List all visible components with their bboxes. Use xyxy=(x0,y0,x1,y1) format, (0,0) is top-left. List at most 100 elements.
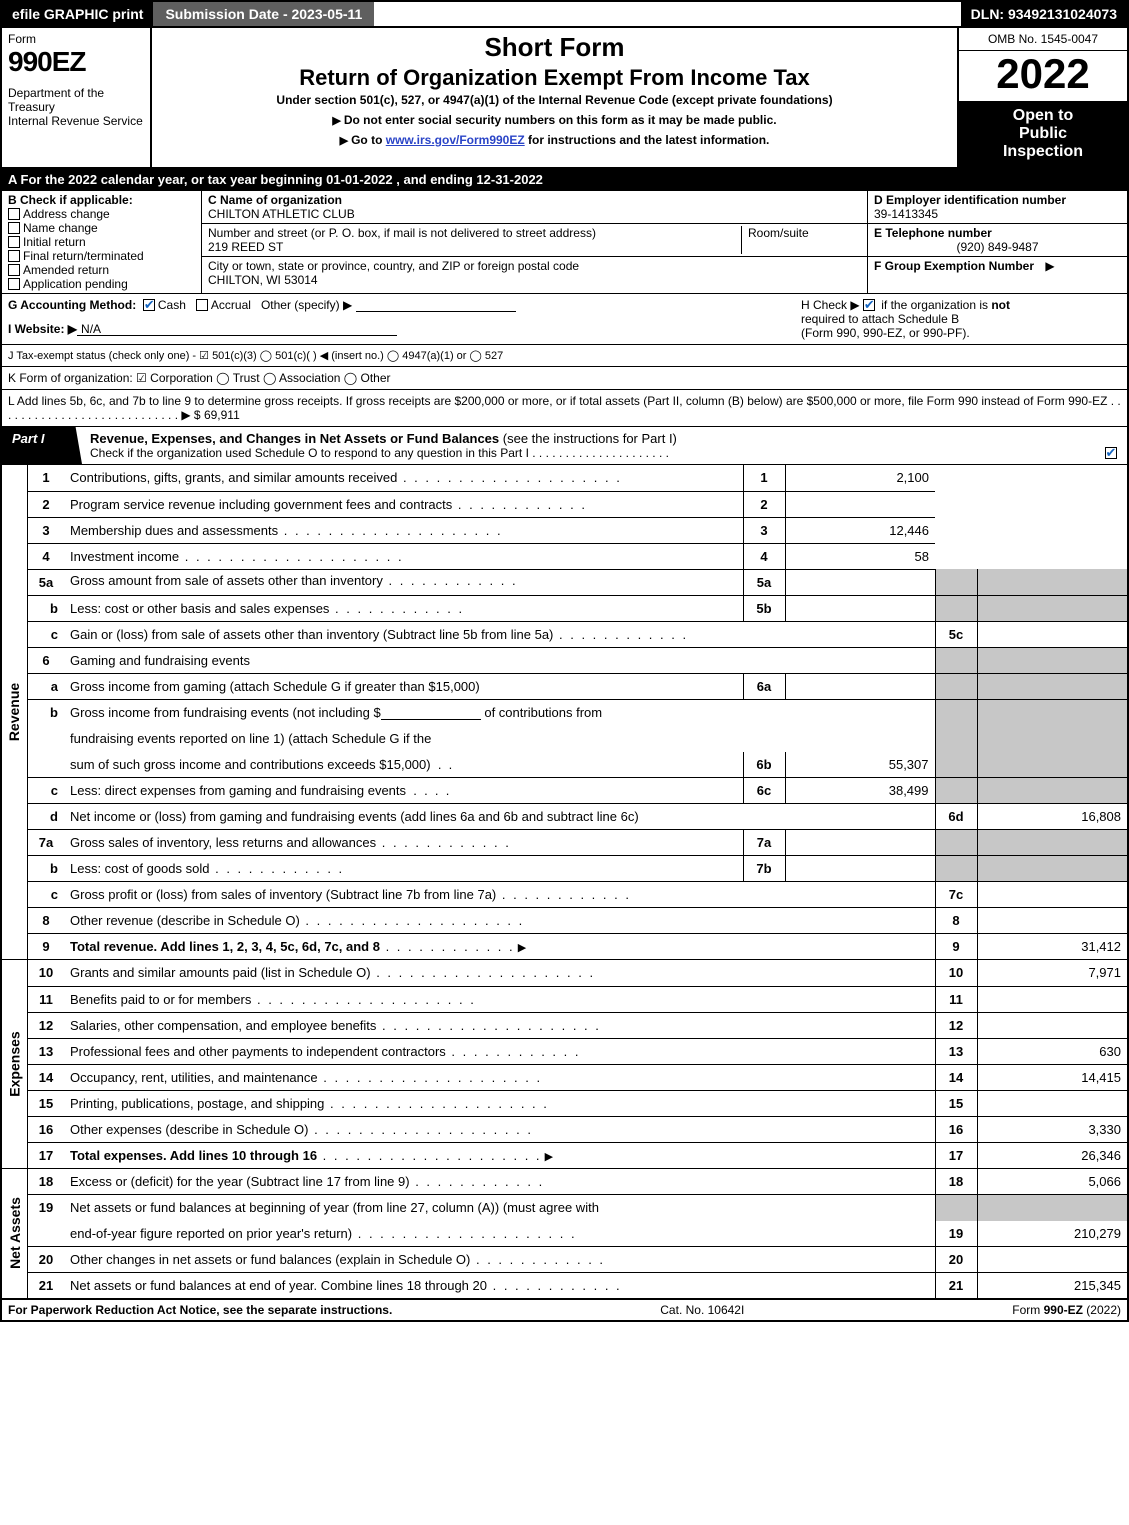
check-accrual[interactable] xyxy=(196,299,208,311)
net-assets-section: Net Assets 18Excess or (deficit) for the… xyxy=(0,1169,1129,1300)
phone-row: E Telephone number (920) 849-9487 xyxy=(868,224,1127,257)
irs-link[interactable]: www.irs.gov/Form990EZ xyxy=(386,133,525,147)
line-19a: 19Net assets or fund balances at beginni… xyxy=(28,1195,1127,1221)
line-7b: bLess: cost of goods sold7b xyxy=(28,856,1127,882)
addr-label: Number and street (or P. O. box, if mail… xyxy=(208,226,741,240)
accrual-label: Accrual xyxy=(211,298,251,312)
line-6b-2: fundraising events reported on line 1) (… xyxy=(28,726,1127,752)
dept-treasury: Department of the Treasury xyxy=(8,86,144,114)
line-6c: cLess: direct expenses from gaming and f… xyxy=(28,778,1127,804)
line-11: 11Benefits paid to or for members11 xyxy=(28,986,1127,1012)
form-header: Form 990EZ Department of the Treasury In… xyxy=(0,28,1129,169)
org-address: 219 REED ST xyxy=(208,240,741,254)
line-17: 17Total expenses. Add lines 10 through 1… xyxy=(28,1142,1127,1168)
subtitle-1: Under section 501(c), 527, or 4947(a)(1)… xyxy=(160,93,949,107)
open-to-public: Open to Public Inspection xyxy=(959,101,1127,167)
room-suite-label: Room/suite xyxy=(741,226,861,254)
net-assets-side-label: Net Assets xyxy=(2,1169,28,1300)
line-4: 4Investment income458 xyxy=(28,543,1127,569)
no-ssn-text: Do not enter social security numbers on … xyxy=(344,113,777,127)
check-name-change[interactable]: Name change xyxy=(8,221,195,235)
omb-number: OMB No. 1545-0047 xyxy=(959,28,1127,51)
main-title: Return of Organization Exempt From Incom… xyxy=(160,65,949,91)
part-1-header: Part I Revenue, Expenses, and Changes in… xyxy=(0,427,1129,465)
part-check[interactable] xyxy=(1097,427,1127,464)
line-20: 20Other changes in net assets or fund ba… xyxy=(28,1247,1127,1273)
section-g: G Accounting Method: Cash Accrual Other … xyxy=(8,298,516,340)
page-footer: For Paperwork Reduction Act Notice, see … xyxy=(0,1299,1129,1322)
row-a-tax-year: A For the 2022 calendar year, or tax yea… xyxy=(0,169,1129,191)
open-line1: Open to xyxy=(963,107,1123,125)
net-assets-table: 18Excess or (deficit) for the year (Subt… xyxy=(28,1169,1127,1300)
part-title-paren: (see the instructions for Part I) xyxy=(499,431,677,446)
f-label: F Group Exemption Number xyxy=(874,259,1034,273)
line-16: 16Other expenses (describe in Schedule O… xyxy=(28,1116,1127,1142)
check-initial-return[interactable]: Initial return xyxy=(8,235,195,249)
line-6a: aGross income from gaming (attach Schedu… xyxy=(28,674,1127,700)
phone-value: (920) 849-9487 xyxy=(874,240,1121,254)
footer-left: For Paperwork Reduction Act Notice, see … xyxy=(8,1303,392,1317)
row-g-h: G Accounting Method: Cash Accrual Other … xyxy=(0,294,1129,345)
org-info-block: B Check if applicable: Address change Na… xyxy=(0,191,1129,294)
line-6b-1: bGross income from fundraising events (n… xyxy=(28,700,1127,726)
irs-label: Internal Revenue Service xyxy=(8,114,144,128)
b-header: B Check if applicable: xyxy=(8,193,195,207)
line-13: 13Professional fees and other payments t… xyxy=(28,1038,1127,1064)
line-7a: 7aGross sales of inventory, less returns… xyxy=(28,830,1127,856)
revenue-section: Revenue 1Contributions, gifts, grants, a… xyxy=(0,465,1129,960)
line-21: 21Net assets or fund balances at end of … xyxy=(28,1273,1127,1299)
row-l: L Add lines 5b, 6c, and 7b to line 9 to … xyxy=(0,390,1129,427)
goto-pre: Go to xyxy=(351,133,386,147)
part-tab: Part I xyxy=(2,427,82,464)
website-field[interactable]: N/A xyxy=(77,322,397,336)
line-7c: cGross profit or (loss) from sales of in… xyxy=(28,882,1127,908)
check-h[interactable] xyxy=(863,299,875,311)
subtitle-2: Do not enter social security numbers on … xyxy=(160,113,949,127)
section-b: B Check if applicable: Address change Na… xyxy=(2,191,202,293)
line-14: 14Occupancy, rent, utilities, and mainte… xyxy=(28,1064,1127,1090)
check-address-change[interactable]: Address change xyxy=(8,207,195,221)
line-2: 2Program service revenue including gover… xyxy=(28,491,1127,517)
section-i: I Website: ▶N/A xyxy=(8,322,516,336)
org-name-row: C Name of organization CHILTON ATHLETIC … xyxy=(202,191,867,224)
row-k: K Form of organization: ☑ Corporation ◯ … xyxy=(0,367,1129,390)
check-amended-return[interactable]: Amended return xyxy=(8,263,195,277)
d-label: D Employer identification number xyxy=(874,193,1121,207)
expenses-side-label: Expenses xyxy=(2,960,28,1169)
revenue-side-label: Revenue xyxy=(2,465,28,960)
cash-label: Cash xyxy=(158,298,186,312)
footer-right: Form 990-EZ (2022) xyxy=(1012,1303,1121,1317)
g-label: G Accounting Method: xyxy=(8,298,136,312)
l-amount: 69,911 xyxy=(201,408,240,422)
ein-value: 39-1413345 xyxy=(874,207,1121,221)
line-19b: end-of-year figure reported on prior yea… xyxy=(28,1221,1127,1247)
subtitle-3: Go to www.irs.gov/Form990EZ for instruct… xyxy=(160,133,949,147)
spacer xyxy=(374,2,960,26)
line-10: 10Grants and similar amounts paid (list … xyxy=(28,960,1127,986)
section-h: H Check ▶ if the organization is not req… xyxy=(801,298,1121,340)
efile-label[interactable]: efile GRAPHIC print xyxy=(2,2,153,26)
open-line2: Public xyxy=(963,125,1123,143)
line-5c: cGain or (loss) from sale of assets othe… xyxy=(28,622,1127,648)
header-left: Form 990EZ Department of the Treasury In… xyxy=(2,28,152,167)
short-form-title: Short Form xyxy=(160,32,949,63)
dln-label: DLN: 93492131024073 xyxy=(961,2,1127,26)
goto-post: for instructions and the latest informat… xyxy=(525,133,770,147)
line-5a: 5aGross amount from sale of assets other… xyxy=(28,569,1127,596)
line-6b-3: sum of such gross income and contributio… xyxy=(28,752,1127,778)
check-application-pending[interactable]: Application pending xyxy=(8,277,195,291)
section-c: C Name of organization CHILTON ATHLETIC … xyxy=(202,191,867,293)
arrow-icon xyxy=(340,133,351,147)
c-label: C Name of organization xyxy=(208,193,861,207)
part-title: Revenue, Expenses, and Changes in Net As… xyxy=(82,427,1097,464)
other-specify-field[interactable] xyxy=(356,298,516,312)
h-line3: (Form 990, 990-EZ, or 990-PF). xyxy=(801,326,1121,340)
h-pre: H Check ▶ xyxy=(801,298,860,312)
group-exemption-row: F Group Exemption Number ▶ xyxy=(868,257,1127,275)
check-cash[interactable] xyxy=(143,299,155,311)
header-right: OMB No. 1545-0047 2022 Open to Public In… xyxy=(957,28,1127,167)
other-label: Other (specify) xyxy=(261,298,340,312)
f-arrow: ▶ xyxy=(1045,259,1054,273)
tax-year: 2022 xyxy=(959,51,1127,101)
check-final-return[interactable]: Final return/terminated xyxy=(8,249,195,263)
